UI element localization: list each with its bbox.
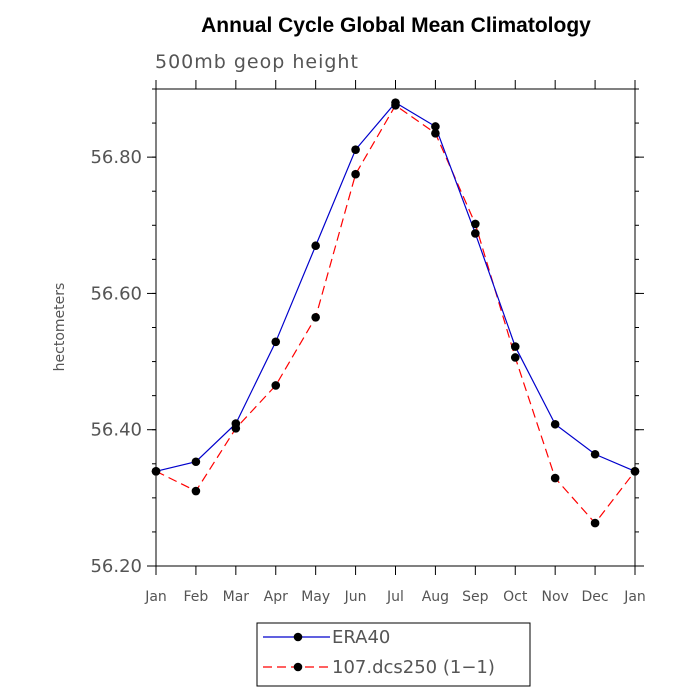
x-tick-label: Jul xyxy=(386,589,404,605)
x-tick-label: Feb xyxy=(184,589,209,605)
legend-swatch-marker xyxy=(293,632,303,642)
data-point xyxy=(510,342,520,351)
y-tick-label: 56.40 xyxy=(90,420,142,441)
data-point xyxy=(271,337,281,347)
data-point xyxy=(271,381,281,390)
data-point xyxy=(471,229,480,238)
series-layer xyxy=(151,98,640,528)
x-tick-label: Jan xyxy=(623,589,646,605)
x-tick-label: Nov xyxy=(542,589,569,605)
legend-box xyxy=(256,622,531,687)
data-point xyxy=(431,128,440,138)
axis-ticks xyxy=(147,80,644,575)
series-line xyxy=(155,101,636,472)
y-tick-label: 56.20 xyxy=(90,556,142,577)
legend-label: ERA40 xyxy=(332,627,390,648)
x-axis-tick-labels: Jan Feb Mar Apr May Jun Jul Aug Sep Oct Nov Dec Jan xyxy=(144,589,646,605)
x-tick-label: Apr xyxy=(264,589,288,605)
y-axis-tick-labels: 56.20 56.40 56.60 56.80 xyxy=(90,147,142,577)
data-point xyxy=(431,122,440,131)
legend-label: 107.dcs250 (1−1) xyxy=(332,657,495,678)
data-point xyxy=(630,466,640,476)
x-tick-label: Dec xyxy=(582,589,609,605)
plot-frame xyxy=(155,88,636,567)
chart-title: Annual Cycle Global Mean Climatology xyxy=(201,14,591,37)
x-tick-label: Mar xyxy=(223,589,250,605)
data-point xyxy=(351,169,360,179)
chart-subtitle: 500mb geop height xyxy=(155,51,359,73)
data-point xyxy=(550,473,560,483)
legend-swatch-marker xyxy=(293,662,303,672)
y-tick-label: 56.80 xyxy=(90,147,142,168)
y-axis-label: hectometers xyxy=(52,283,68,372)
data-point xyxy=(351,145,360,154)
x-tick-label: Aug xyxy=(422,589,449,605)
data-point xyxy=(151,466,161,476)
data-point xyxy=(231,419,241,428)
x-tick-label: Oct xyxy=(503,589,528,605)
x-tick-label: May xyxy=(301,589,330,605)
x-tick-label: Jan xyxy=(144,589,167,605)
data-point xyxy=(191,486,201,496)
x-tick-label: Sep xyxy=(462,589,489,605)
data-point xyxy=(590,518,600,528)
y-tick-label: 56.60 xyxy=(90,283,142,304)
data-point xyxy=(311,312,320,322)
data-point xyxy=(391,98,400,107)
data-point xyxy=(311,241,320,251)
data-point xyxy=(191,457,201,467)
x-tick-label: Jun xyxy=(344,589,367,605)
data-point xyxy=(550,419,560,429)
data-point xyxy=(471,219,480,229)
data-point xyxy=(510,353,520,362)
series-line xyxy=(155,104,636,525)
data-point xyxy=(590,449,600,459)
legend: ERA40 107.dcs250 (1−1) xyxy=(256,622,531,687)
